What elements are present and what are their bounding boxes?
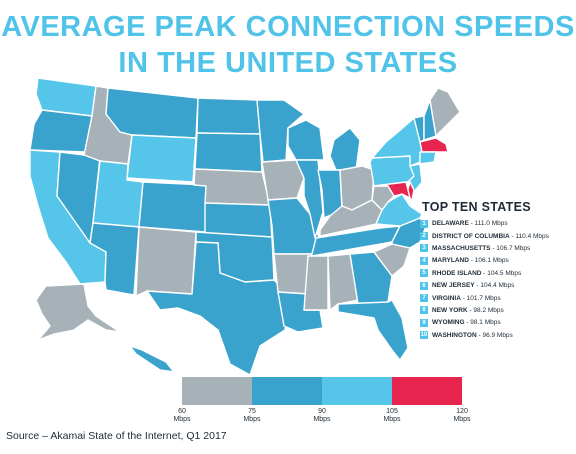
rank-label: WYOMING - 98.1 Mbps	[432, 319, 501, 327]
rank-label: WASHINGTON - 96.9 Mbps	[432, 331, 513, 339]
rank-number: 9	[420, 318, 428, 327]
state-minnesota	[256, 99, 305, 163]
top-ten-row: 8 NEW YORK - 98.2 Mbps	[420, 305, 570, 316]
rank-label: MASSACHUSETTS - 106.7 Mbps	[432, 244, 531, 252]
rank-label: NEW JERSEY - 104.4 Mbps	[432, 282, 515, 290]
state-wisconsin	[287, 119, 325, 161]
rank-number: 6	[420, 281, 428, 290]
state-montana	[105, 87, 199, 139]
state-connecticut	[419, 151, 437, 165]
state-florida	[337, 299, 409, 361]
top-ten-row: 2 DISTRICT OF COLUMBIA - 110.4 Mbps	[420, 230, 570, 241]
legend-tick: 60 Mbps	[173, 408, 191, 423]
state-iowa	[261, 159, 305, 201]
state-nebraska	[193, 168, 271, 206]
legend-tick: 120 Mbps	[453, 408, 471, 423]
rank-number: 8	[420, 306, 428, 315]
map-title-line-2: IN THE UNITED STATES	[118, 47, 458, 79]
state-alaska	[35, 283, 121, 341]
state-hawaii	[129, 345, 175, 373]
color-scale-legend	[182, 377, 462, 405]
state-alabama	[327, 253, 359, 311]
rank-number: 3	[420, 244, 428, 253]
top-ten-panel: TOP TEN STATES 1 DELAWARE - 111.0 Mbps 2 DI…	[420, 200, 570, 342]
state-georgia	[349, 251, 393, 305]
rank-label: DISTRICT OF COLUMBIA - 110.4 Mbps	[432, 232, 549, 240]
top-ten-row: 7 VIRGINIA - 101.7 Mbps	[420, 292, 570, 303]
state-mississippi	[303, 255, 329, 311]
state-south-dakota	[194, 132, 263, 173]
rank-number: 5	[420, 269, 428, 278]
state-north-dakota	[196, 97, 261, 135]
top-ten-row: 5 RHODE ISLAND - 104.5 Mbps	[420, 268, 570, 279]
rank-label: DELAWARE - 111.0 Mbps	[432, 220, 508, 228]
top-ten-list: 1 DELAWARE - 111.0 Mbps 2 DISTRICT OF COLUM…	[420, 218, 570, 341]
rank-label: VIRGINIA - 101.7 Mbps	[432, 294, 501, 302]
top-ten-row: 1 DELAWARE - 111.0 Mbps	[420, 218, 570, 229]
state-pennsylvania	[369, 155, 415, 187]
top-ten-row: 4 MARYLAND - 106.1 Mbps	[420, 255, 570, 266]
top-ten-row: 10 WASHINGTON - 96.9 Mbps	[420, 330, 570, 341]
state-michigan	[329, 127, 361, 171]
top-ten-row: 3 MASSACHUSETTS - 106.7 Mbps	[420, 243, 570, 254]
legend-swatch-75-90	[252, 377, 322, 405]
rank-label: NEW YORK - 98.2 Mbps	[432, 306, 504, 314]
rank-label: MARYLAND - 106.1 Mbps	[432, 257, 509, 265]
source-note: Source – Akamai State of the Internet, Q…	[6, 430, 227, 442]
legend-swatch-90-105	[322, 377, 392, 405]
top-ten-row: 6 NEW JERSEY - 104.4 Mbps	[420, 280, 570, 291]
state-maryland	[373, 181, 411, 199]
state-texas	[146, 241, 291, 376]
top-ten-row: 9 WYOMING - 98.1 Mbps	[420, 317, 570, 328]
state-colorado	[138, 181, 208, 233]
legend-swatch-105-120	[392, 377, 462, 405]
state-maine	[429, 87, 461, 137]
state-south-carolina	[373, 243, 411, 277]
legend-tick: 90 Mbps	[313, 408, 331, 423]
legend-tick: 105 Mbps	[383, 408, 401, 423]
rank-number: 10	[420, 331, 428, 340]
state-wyoming	[126, 134, 197, 183]
legend-swatch-60-75	[182, 377, 252, 405]
map-title-line-1: AVERAGE PEAK CONNECTION SPEEDS	[1, 11, 575, 43]
rank-number: 7	[420, 294, 428, 303]
state-new-mexico	[135, 226, 197, 297]
rank-number: 1	[420, 219, 428, 228]
state-illinois	[295, 159, 324, 239]
state-oregon	[29, 109, 93, 153]
rank-number: 4	[420, 256, 428, 265]
top-ten-title: TOP TEN STATES	[422, 200, 531, 214]
rank-label: RHODE ISLAND - 104.5 Mbps	[432, 269, 522, 277]
rank-number: 2	[420, 232, 428, 241]
legend-tick: 75 Mbps	[243, 408, 261, 423]
